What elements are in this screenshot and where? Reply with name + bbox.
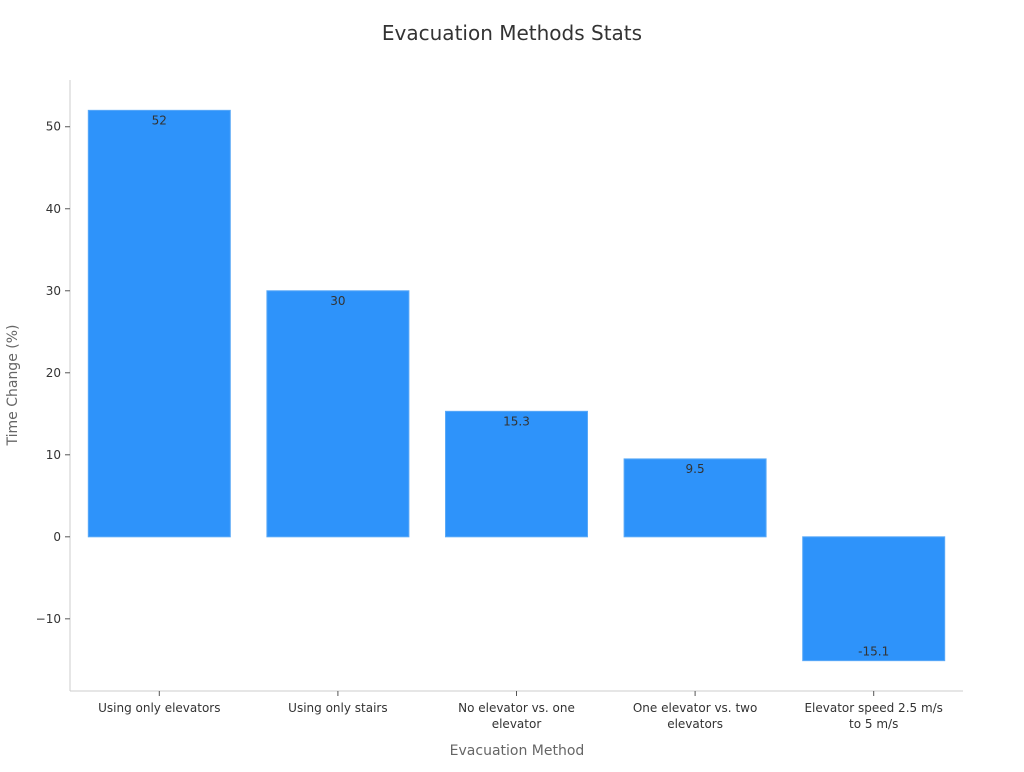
data-label: 9.5: [686, 462, 705, 476]
chart-title: Evacuation Methods Stats: [382, 21, 642, 45]
data-label: 52: [152, 113, 167, 127]
x-tick-label: elevators: [667, 717, 723, 731]
data-label: 30: [330, 294, 345, 308]
x-axis-label: Evacuation Method: [450, 743, 585, 759]
x-tick-label: elevator: [492, 717, 542, 731]
y-tick-label: 40: [46, 202, 61, 216]
x-tick-label: Using only elevators: [98, 701, 220, 715]
x-tick-label: Using only stairs: [288, 701, 387, 715]
y-tick-label: 0: [53, 530, 61, 544]
x-tick-label: No elevator vs. one: [458, 701, 575, 715]
x-tick-label: to 5 m/s: [849, 717, 898, 731]
y-tick-label: 50: [46, 120, 61, 134]
bar: [266, 290, 410, 538]
y-tick-label: 30: [46, 284, 61, 298]
y-tick-label: −10: [36, 612, 61, 626]
x-tick-label: Elevator speed 2.5 m/s: [804, 701, 943, 715]
y-axis-label: Time Change (%): [5, 325, 21, 447]
bar: [445, 410, 588, 538]
data-label: 15.3: [503, 414, 530, 428]
x-tick-label: One elevator vs. two: [633, 701, 757, 715]
bar: [623, 458, 767, 538]
data-label: -15.1: [858, 645, 889, 659]
bar: [802, 536, 946, 662]
bar: [87, 109, 231, 538]
y-tick-label: 20: [46, 366, 61, 380]
y-tick-label: 10: [46, 448, 61, 462]
